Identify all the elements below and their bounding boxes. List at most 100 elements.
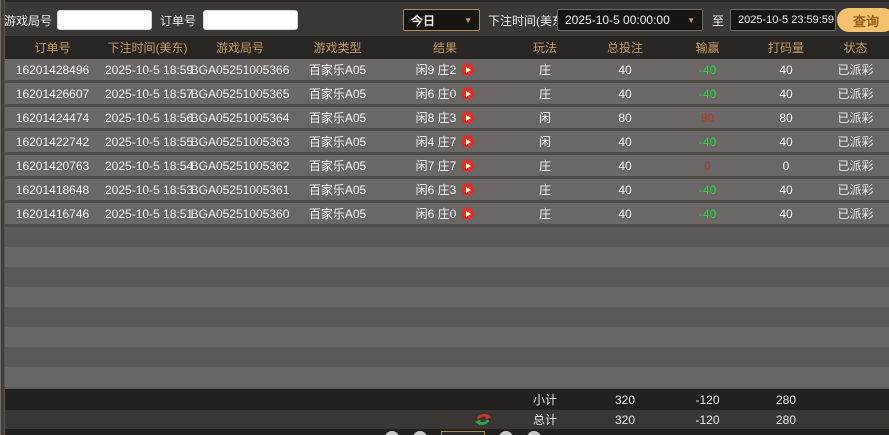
order-id-input[interactable] xyxy=(203,10,298,30)
cell-game-type: 百家乐A05 xyxy=(308,207,367,221)
start-time-select[interactable]: 2025-10-5 00:00:00 ▼ xyxy=(557,9,703,31)
subtotal-total-bet: 320 xyxy=(614,392,636,407)
cell-status: 已派彩 xyxy=(837,135,874,149)
cell-win-loss: -40 xyxy=(698,86,717,101)
cell-order-id: 16201420763 xyxy=(15,158,90,173)
table-header-row: 订单号 下注时间(美东) 游戏局号 游戏类型 结果 玩法 总投注 输赢 打码量 … xyxy=(0,36,889,59)
cell-round-id: BGA05251005360 xyxy=(190,206,290,221)
cell-bet-time: 2025-10-5 18:51 xyxy=(105,206,194,221)
total-win-loss: -120 xyxy=(695,412,720,427)
pager-controls xyxy=(385,431,541,435)
filter-toolbar: 游戏局号 订单号 今日 ▼ 下注时间(美东) 2025-10-5 00:00:0… xyxy=(0,0,889,36)
result-text: 闲6 庄0 xyxy=(415,87,457,101)
search-button[interactable]: 查询 xyxy=(837,8,889,32)
cell-round-id: BGA05251005362 xyxy=(190,158,290,173)
cell-order-id: 16201428496 xyxy=(15,62,90,77)
game-round-label: 游戏局号 xyxy=(4,14,53,28)
table-row: 16201422742 2025-10-5 18:55 BGA052510053… xyxy=(0,131,889,155)
play-replay-icon[interactable] xyxy=(461,87,475,100)
play-triangle xyxy=(466,90,472,97)
cell-result: 闲6 庄0 xyxy=(385,85,505,102)
cell-order-id: 16201422742 xyxy=(15,134,90,149)
subtotal-turnover: 280 xyxy=(775,392,797,407)
cell-win-loss: -40 xyxy=(698,62,717,77)
total-row: 总计 320 -120 280 xyxy=(0,410,889,429)
cell-status: 已派彩 xyxy=(837,183,874,197)
play-replay-icon[interactable] xyxy=(461,63,475,76)
col-header-total-bet: 总投注 xyxy=(606,41,643,55)
cell-play: 庄 xyxy=(538,183,551,197)
cell-order-id: 16201416746 xyxy=(15,206,90,221)
cell-bet-time: 2025-10-5 18:57 xyxy=(105,86,194,101)
start-time-value: 2025-10-5 00:00:00 xyxy=(565,13,670,27)
order-id-label: 订单号 xyxy=(160,14,197,28)
cell-game-type: 百家乐A05 xyxy=(308,111,367,125)
col-header-order-id: 订单号 xyxy=(34,41,71,55)
play-replay-icon[interactable] xyxy=(461,135,475,148)
chevron-down-icon: ▼ xyxy=(687,15,695,25)
cell-bet-time: 2025-10-5 18:55 xyxy=(105,134,194,149)
result-text: 闲6 庄0 xyxy=(415,207,457,221)
cell-win-loss: 80 xyxy=(700,110,715,125)
cell-turnover: 40 xyxy=(779,62,793,77)
next-page-button[interactable] xyxy=(499,431,513,435)
cell-status: 已派彩 xyxy=(837,63,874,77)
cell-game-type: 百家乐A05 xyxy=(308,63,367,77)
cell-result: 闲6 庄0 xyxy=(385,205,505,222)
play-replay-icon[interactable] xyxy=(461,207,475,220)
cell-win-loss: -40 xyxy=(698,134,717,149)
play-replay-icon[interactable] xyxy=(461,159,475,172)
date-range-select[interactable]: 今日 ▼ xyxy=(403,9,480,31)
end-time-select[interactable]: 2025-10-5 23:59:59 ▼ xyxy=(730,9,848,31)
result-text: 闲7 庄7 xyxy=(415,159,457,173)
cell-result: 闲8 庄3 xyxy=(385,109,505,126)
cell-order-id: 16201418648 xyxy=(15,182,90,197)
cell-play: 庄 xyxy=(538,159,551,173)
total-total-bet: 320 xyxy=(614,412,636,427)
cell-win-loss: -40 xyxy=(698,206,717,221)
first-page-button[interactable] xyxy=(385,431,399,435)
subtotal-label: 小计 xyxy=(532,393,557,407)
cell-play: 闲 xyxy=(538,135,551,149)
table-body: 16201428496 2025-10-5 18:59 BGA052510053… xyxy=(0,59,889,227)
bet-time-label: 下注时间(美东) xyxy=(488,14,568,28)
table-row: 16201428496 2025-10-5 18:59 BGA052510053… xyxy=(0,59,889,83)
result-text: 闲8 庄3 xyxy=(415,111,457,125)
play-replay-icon[interactable] xyxy=(461,111,475,124)
play-triangle xyxy=(466,114,472,121)
table-row: 16201426607 2025-10-5 18:57 BGA052510053… xyxy=(0,83,889,107)
subtotal-row: 小计 320 -120 280 xyxy=(0,389,889,410)
cell-result: 闲9 庄2 xyxy=(385,61,505,78)
cell-win-loss: 0 xyxy=(704,158,711,173)
subtotal-win-loss: -120 xyxy=(695,392,720,407)
cell-turnover: 0 xyxy=(782,158,790,173)
play-triangle xyxy=(466,210,472,217)
last-page-button[interactable] xyxy=(527,431,541,435)
play-replay-icon[interactable] xyxy=(461,183,475,196)
cell-status: 已派彩 xyxy=(837,159,874,173)
cell-turnover: 40 xyxy=(779,86,793,101)
table-row: 16201418648 2025-10-5 18:53 BGA052510053… xyxy=(0,179,889,203)
result-text: 闲6 庄3 xyxy=(415,183,457,197)
play-triangle xyxy=(466,66,472,73)
cell-game-type: 百家乐A05 xyxy=(308,183,367,197)
cell-status: 已派彩 xyxy=(837,111,874,125)
cell-order-id: 16201426607 xyxy=(15,86,90,101)
cell-result: 闲4 庄7 xyxy=(385,133,505,150)
cell-turnover: 80 xyxy=(779,110,793,125)
cell-total-bet: 40 xyxy=(618,62,632,77)
cell-total-bet: 80 xyxy=(618,110,632,125)
prev-page-button[interactable] xyxy=(413,431,427,435)
col-header-round-id: 游戏局号 xyxy=(215,41,264,55)
col-header-win-loss: 输赢 xyxy=(695,41,720,55)
page-number-input[interactable] xyxy=(441,431,485,435)
col-header-turnover: 打码量 xyxy=(767,41,804,55)
game-round-input[interactable] xyxy=(57,10,152,30)
col-header-result: 结果 xyxy=(432,41,457,55)
cell-play: 庄 xyxy=(538,207,551,221)
refresh-swap-icon[interactable] xyxy=(475,413,491,426)
cell-round-id: BGA05251005361 xyxy=(190,182,290,197)
cell-game-type: 百家乐A05 xyxy=(308,87,367,101)
cell-turnover: 40 xyxy=(779,134,793,149)
table-row: 16201420763 2025-10-5 18:54 BGA052510053… xyxy=(0,155,889,179)
